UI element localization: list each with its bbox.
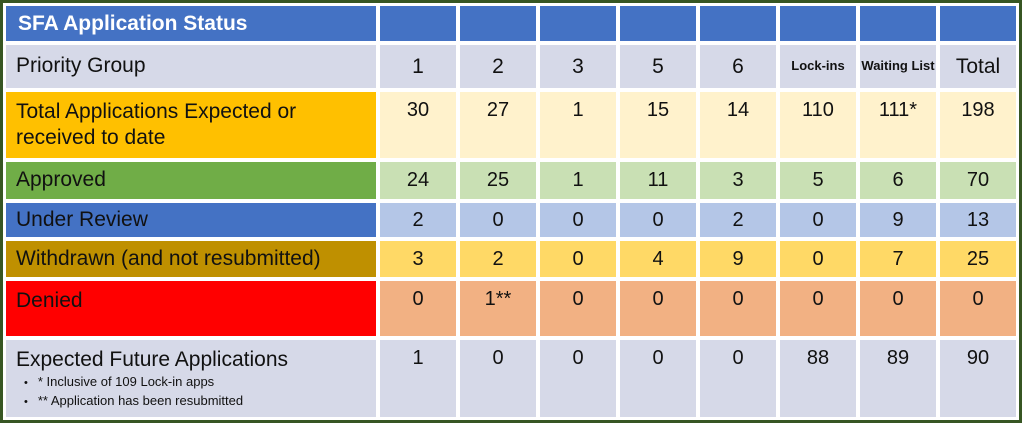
column-header-total: Total: [940, 45, 1016, 88]
value-cell-withdrawn-col8: 25: [940, 241, 1016, 277]
value-cell-under-review-col3: 0: [540, 203, 616, 237]
column-header-priority-group: Priority Group: [6, 45, 376, 88]
row-label-under-review: Under Review: [6, 203, 376, 237]
row-label-denied: Denied: [6, 281, 376, 336]
value-cell-expected-future-col1: 1: [380, 340, 456, 417]
header-spacer-cell: [540, 6, 616, 41]
value-cell-expected-future-col7: 89: [860, 340, 936, 417]
column-header-lock-ins: Lock-ins: [780, 45, 856, 88]
column-header-waiting-list: Waiting List: [860, 45, 936, 88]
value-cell-approved-col8: 70: [940, 162, 1016, 199]
value-cell-withdrawn-col6: 0: [780, 241, 856, 277]
value-cell-denied-col7: 0: [860, 281, 936, 336]
value-cell-denied-col5: 0: [700, 281, 776, 336]
footnote-text: * Inclusive of 109 Lock-in apps: [37, 374, 215, 390]
footnote-text: ** Application has been resubmitted: [37, 393, 244, 409]
value-cell-total-expected-col1: 30: [380, 92, 456, 158]
value-cell-approved-col4: 11: [620, 162, 696, 199]
row-label-approved: Approved: [6, 162, 376, 199]
value-cell-under-review-col5: 2: [700, 203, 776, 237]
value-cell-expected-future-col8: 90: [940, 340, 1016, 417]
value-cell-under-review-col1: 2: [380, 203, 456, 237]
value-cell-approved-col7: 6: [860, 162, 936, 199]
column-header-6: 6: [700, 45, 776, 88]
value-cell-denied-col1: 0: [380, 281, 456, 336]
value-cell-approved-col5: 3: [700, 162, 776, 199]
value-cell-under-review-col7: 9: [860, 203, 936, 237]
value-cell-withdrawn-col4: 4: [620, 241, 696, 277]
value-cell-withdrawn-col2: 2: [460, 241, 536, 277]
value-cell-under-review-col6: 0: [780, 203, 856, 237]
value-cell-withdrawn-col1: 3: [380, 241, 456, 277]
bullet-icon: •: [24, 396, 28, 409]
value-cell-approved-col3: 1: [540, 162, 616, 199]
header-spacer-cell: [780, 6, 856, 41]
value-cell-expected-future-col3: 0: [540, 340, 616, 417]
value-cell-total-expected-col7: 111*: [860, 92, 936, 158]
column-header-3: 3: [540, 45, 616, 88]
header-spacer-cell: [620, 6, 696, 41]
column-header-1: 1: [380, 45, 456, 88]
value-cell-total-expected-col4: 15: [620, 92, 696, 158]
value-cell-denied-col8: 0: [940, 281, 1016, 336]
value-cell-denied-col4: 0: [620, 281, 696, 336]
value-cell-withdrawn-col5: 9: [700, 241, 776, 277]
value-cell-total-expected-col3: 1: [540, 92, 616, 158]
header-spacer-cell: [460, 6, 536, 41]
value-cell-under-review-col4: 0: [620, 203, 696, 237]
value-cell-under-review-col8: 13: [940, 203, 1016, 237]
value-cell-withdrawn-col7: 7: [860, 241, 936, 277]
value-cell-under-review-col2: 0: [460, 203, 536, 237]
value-cell-expected-future-col6: 88: [780, 340, 856, 417]
header-spacer-cell: [860, 6, 936, 41]
header-spacer-cell: [940, 6, 1016, 41]
footnote: • * Inclusive of 109 Lock-in apps: [16, 373, 214, 392]
row-label-text: Expected Future Applications: [16, 348, 288, 371]
column-header-2: 2: [460, 45, 536, 88]
column-header-5: 5: [620, 45, 696, 88]
application-status-table: SFA Application Status Priority Group 1 2 3 5…: [6, 6, 1016, 417]
value-cell-total-expected-col5: 14: [700, 92, 776, 158]
value-cell-total-expected-col6: 110: [780, 92, 856, 158]
header-spacer-cell: [700, 6, 776, 41]
value-cell-withdrawn-col3: 0: [540, 241, 616, 277]
value-cell-denied-col3: 0: [540, 281, 616, 336]
value-cell-approved-col2: 25: [460, 162, 536, 199]
value-cell-expected-future-col2: 0: [460, 340, 536, 417]
table-title: SFA Application Status: [6, 6, 376, 41]
value-cell-total-expected-col8: 198: [940, 92, 1016, 158]
header-spacer-cell: [380, 6, 456, 41]
footnote: • ** Application has been resubmitted: [16, 392, 243, 411]
value-cell-approved-col6: 5: [780, 162, 856, 199]
value-cell-total-expected-col2: 27: [460, 92, 536, 158]
bullet-icon: •: [24, 377, 28, 390]
value-cell-approved-col1: 24: [380, 162, 456, 199]
value-cell-denied-col6: 0: [780, 281, 856, 336]
value-cell-expected-future-col4: 0: [620, 340, 696, 417]
value-cell-expected-future-col5: 0: [700, 340, 776, 417]
value-cell-denied-col2: 1**: [460, 281, 536, 336]
row-label-expected-future: Expected Future Applications • * Inclusive…: [6, 340, 376, 417]
row-label-total-expected: Total Applications Expected or received …: [6, 92, 376, 158]
row-label-withdrawn: Withdrawn (and not resubmitted): [6, 241, 376, 277]
